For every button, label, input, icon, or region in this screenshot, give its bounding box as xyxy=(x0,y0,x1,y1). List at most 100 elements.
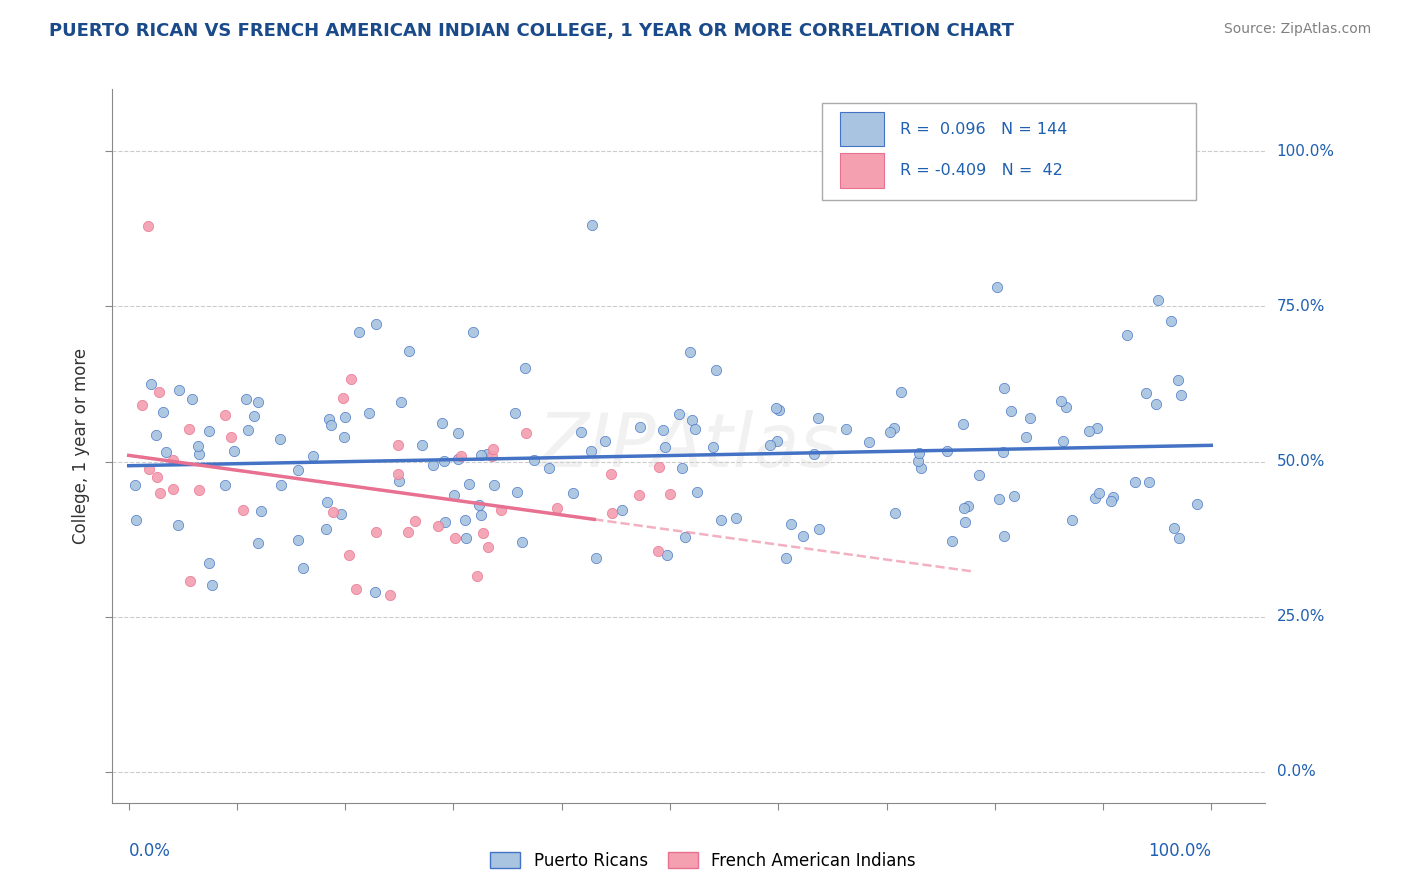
Point xyxy=(347,325,370,339)
Point xyxy=(890,384,912,399)
Point xyxy=(387,467,409,482)
Point xyxy=(339,372,361,386)
Point xyxy=(398,343,420,358)
Point xyxy=(319,418,342,433)
Point xyxy=(149,485,172,500)
Point xyxy=(585,551,607,566)
Point xyxy=(765,434,787,448)
Point xyxy=(569,425,592,439)
Point xyxy=(654,440,676,454)
Point xyxy=(432,416,454,430)
Point xyxy=(427,519,450,533)
Point xyxy=(1185,497,1208,511)
Point xyxy=(235,392,257,406)
Point xyxy=(1099,493,1122,508)
Point xyxy=(1062,513,1084,527)
Point xyxy=(803,447,825,461)
Point xyxy=(344,582,367,597)
Point xyxy=(214,408,236,422)
Point xyxy=(993,381,1015,395)
Point xyxy=(287,463,309,477)
Point xyxy=(378,588,401,602)
Point xyxy=(671,461,693,475)
Point xyxy=(956,500,979,514)
Point xyxy=(292,560,315,574)
Y-axis label: College, 1 year or more: College, 1 year or more xyxy=(72,348,90,544)
Text: R =  0.096   N = 144: R = 0.096 N = 144 xyxy=(900,121,1067,136)
Point xyxy=(166,518,188,533)
Point xyxy=(247,536,270,550)
Point xyxy=(250,504,273,518)
Point xyxy=(187,483,209,497)
Text: 100.0%: 100.0% xyxy=(1277,144,1334,159)
Point xyxy=(404,514,426,528)
Point xyxy=(1144,397,1167,411)
Point xyxy=(477,540,499,554)
Point xyxy=(481,442,503,457)
Point xyxy=(470,448,492,462)
Point xyxy=(337,548,360,562)
Point xyxy=(214,477,236,491)
Point xyxy=(467,498,489,512)
Point xyxy=(470,508,492,522)
Point xyxy=(935,444,957,458)
Point xyxy=(941,533,963,548)
Point xyxy=(162,453,184,467)
Point xyxy=(444,532,467,546)
Point xyxy=(396,524,419,539)
Point xyxy=(679,344,702,359)
Point xyxy=(148,384,170,399)
Point xyxy=(807,522,830,536)
Point xyxy=(186,439,208,453)
Point xyxy=(600,507,623,521)
Text: 100.0%: 100.0% xyxy=(1149,842,1212,860)
Point xyxy=(491,503,513,517)
Point xyxy=(686,484,709,499)
Point xyxy=(387,474,409,488)
Point xyxy=(562,486,585,500)
Text: 50.0%: 50.0% xyxy=(1277,454,1324,469)
Point xyxy=(332,391,354,405)
Point xyxy=(1135,385,1157,400)
Point xyxy=(454,512,477,526)
Point xyxy=(364,584,387,599)
Point xyxy=(318,412,340,426)
Text: PUERTO RICAN VS FRENCH AMERICAN INDIAN COLLEGE, 1 YEAR OR MORE CORRELATION CHART: PUERTO RICAN VS FRENCH AMERICAN INDIAN C… xyxy=(49,22,1014,40)
Point xyxy=(704,363,727,377)
Point xyxy=(652,423,675,437)
Point xyxy=(247,395,270,409)
Point xyxy=(515,425,537,440)
Point xyxy=(512,534,534,549)
Point xyxy=(673,530,696,544)
Point xyxy=(538,461,561,475)
Point xyxy=(953,515,976,529)
Text: 25.0%: 25.0% xyxy=(1277,609,1324,624)
Point xyxy=(198,556,221,570)
Point xyxy=(1147,293,1170,307)
Point xyxy=(447,451,470,466)
Point xyxy=(1167,531,1189,545)
Point xyxy=(124,478,146,492)
Point xyxy=(967,468,990,483)
Point xyxy=(482,478,505,492)
Point xyxy=(458,477,481,491)
Point xyxy=(780,517,803,532)
Point xyxy=(125,513,148,527)
Point xyxy=(287,533,309,548)
Point xyxy=(768,403,790,417)
Point xyxy=(1139,475,1161,489)
Point xyxy=(523,453,546,467)
Point xyxy=(433,454,456,468)
Text: 0.0%: 0.0% xyxy=(1277,764,1315,780)
Point xyxy=(1002,489,1025,503)
Text: 75.0%: 75.0% xyxy=(1277,299,1324,314)
Point xyxy=(1000,403,1022,417)
Point xyxy=(456,532,478,546)
Point xyxy=(600,467,623,482)
Point xyxy=(1167,373,1189,387)
Text: Source: ZipAtlas.com: Source: ZipAtlas.com xyxy=(1223,22,1371,37)
Point xyxy=(883,421,905,435)
Point xyxy=(775,551,797,566)
FancyBboxPatch shape xyxy=(839,112,884,146)
Point xyxy=(131,398,153,412)
